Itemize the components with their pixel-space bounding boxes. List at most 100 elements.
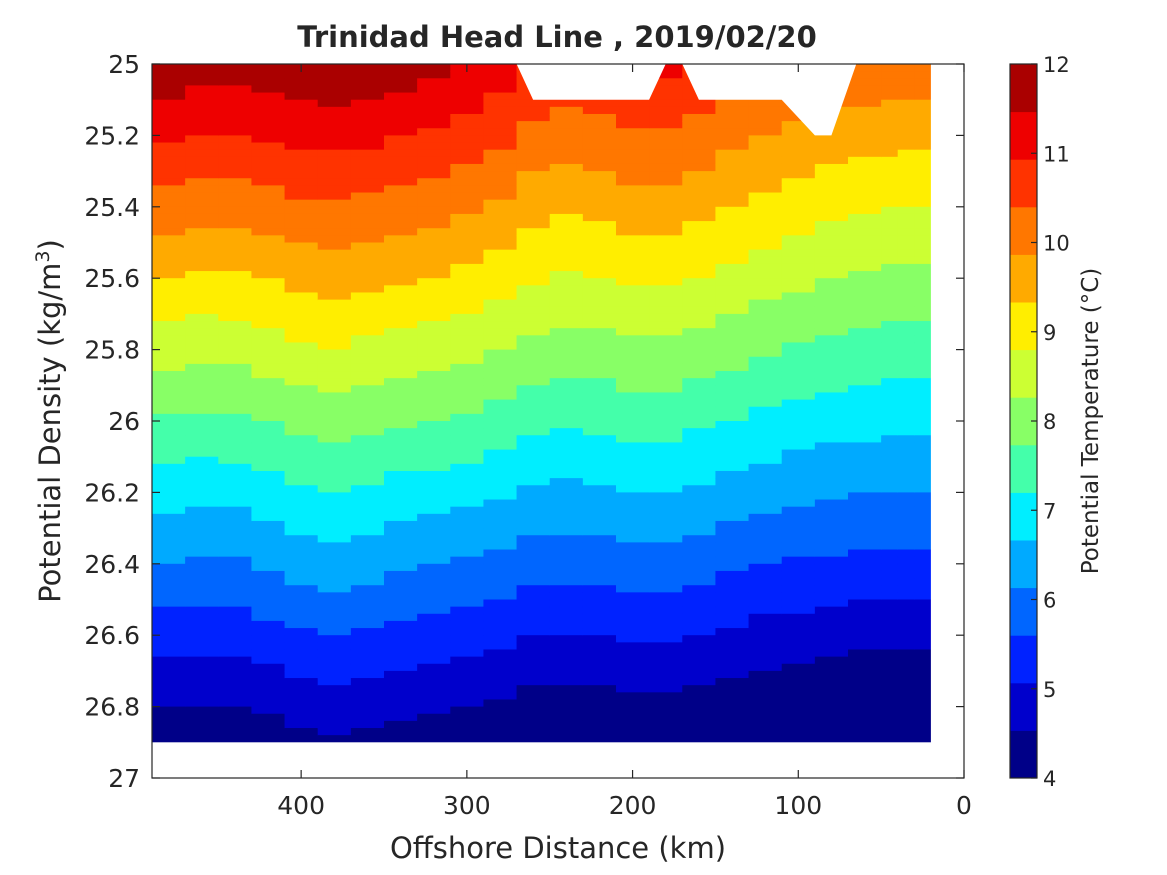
contour-cell — [748, 399, 783, 408]
contour-cell — [897, 149, 915, 158]
contour-cell — [384, 356, 418, 365]
contour-cell — [417, 585, 451, 593]
contour-cell — [350, 485, 385, 493]
contour-cell — [616, 221, 650, 229]
contour-cell — [251, 728, 286, 736]
contour-cell — [549, 463, 584, 472]
contour-cell — [914, 499, 932, 508]
contour-cell — [715, 213, 750, 222]
contour-cell — [814, 549, 849, 558]
colorbar-tick-label: 8 — [1043, 410, 1056, 434]
contour-cell — [881, 442, 899, 451]
contour-cell — [682, 199, 717, 208]
contour-cell — [848, 478, 882, 486]
contour-cell — [682, 156, 717, 165]
contour-cell — [582, 492, 617, 501]
contour-cell — [914, 328, 932, 336]
contour-cell — [384, 299, 418, 308]
contour-cell — [417, 163, 451, 172]
contour-cell — [152, 492, 186, 501]
contour-cell — [649, 106, 683, 115]
contour-cell — [218, 185, 253, 194]
contour-cell — [814, 413, 849, 422]
contour-cell — [748, 520, 783, 529]
contour-cell — [417, 92, 451, 101]
contour-cell — [781, 585, 816, 593]
contour-cell — [682, 556, 717, 565]
contour-cell — [218, 363, 253, 372]
contour-cell — [582, 513, 617, 522]
contour-cell — [848, 99, 882, 108]
contour-cell — [185, 256, 219, 265]
contour-cell — [848, 249, 882, 258]
contour-cell — [616, 249, 650, 258]
contour-cell — [384, 163, 418, 172]
contour-cell — [748, 728, 783, 736]
contour-cell — [649, 513, 683, 522]
contour-cell — [582, 435, 617, 444]
contour-cell — [682, 570, 717, 579]
contour-cell — [715, 406, 750, 415]
contour-cell — [881, 313, 899, 322]
contour-cell — [251, 356, 286, 365]
contour-cell — [715, 328, 750, 336]
contour-cell — [218, 206, 253, 215]
contour-cell — [218, 192, 253, 201]
contour-cell — [897, 278, 915, 286]
contour-cell — [251, 735, 286, 743]
contour-cell — [185, 92, 219, 101]
contour-cell — [384, 135, 418, 144]
contour-cell — [914, 670, 932, 679]
y-axis-title-sup: 3 — [32, 250, 54, 262]
contour-cell — [881, 142, 899, 151]
contour-cell — [649, 64, 683, 72]
contour-cell — [384, 563, 418, 572]
contour-cell — [218, 113, 253, 122]
contour-cell — [914, 142, 932, 151]
contour-cell — [483, 635, 518, 643]
contour-cell — [748, 435, 783, 444]
contour-cell — [715, 485, 750, 493]
contour-cell — [848, 121, 882, 129]
contour-cell — [218, 585, 253, 593]
contour-cell — [483, 206, 518, 215]
contour-cell — [848, 85, 882, 94]
contour-cell — [317, 178, 352, 186]
contour-cell — [251, 371, 286, 379]
contour-cell — [848, 735, 882, 743]
contour-cell — [781, 685, 816, 693]
contour-cell — [715, 613, 750, 622]
contour-cell — [549, 421, 584, 429]
contour-cell — [715, 542, 750, 551]
contour-cell — [450, 663, 485, 672]
contour-cell — [582, 656, 617, 665]
contour-cell — [814, 228, 849, 236]
contour-cell — [748, 542, 783, 551]
contour-cell — [516, 335, 551, 344]
contour-cell — [417, 606, 451, 615]
contour-cell — [218, 663, 253, 672]
contour-cell — [218, 142, 253, 151]
contour-cell — [317, 692, 352, 701]
contour-cell — [284, 178, 319, 186]
contour-cell — [152, 192, 186, 201]
y-tick-label: 26.6 — [84, 621, 140, 650]
contour-cell — [682, 163, 717, 172]
contour-cell — [350, 628, 385, 636]
contour-cell — [317, 171, 352, 179]
contour-cell — [218, 449, 253, 458]
contour-cell — [417, 278, 451, 286]
contour-cell — [417, 328, 451, 336]
contour-cell — [582, 663, 617, 672]
contour-cell — [914, 149, 932, 158]
contour-cell — [848, 78, 882, 87]
contour-cell — [549, 620, 584, 629]
contour-cell — [483, 599, 518, 608]
contour-cell — [218, 606, 253, 615]
contour-cell — [450, 185, 485, 194]
contour-cell — [914, 278, 932, 286]
contour-cell — [317, 463, 352, 472]
contour-cell — [914, 513, 932, 522]
contour-cell — [384, 449, 418, 458]
contour-cell — [682, 149, 717, 158]
